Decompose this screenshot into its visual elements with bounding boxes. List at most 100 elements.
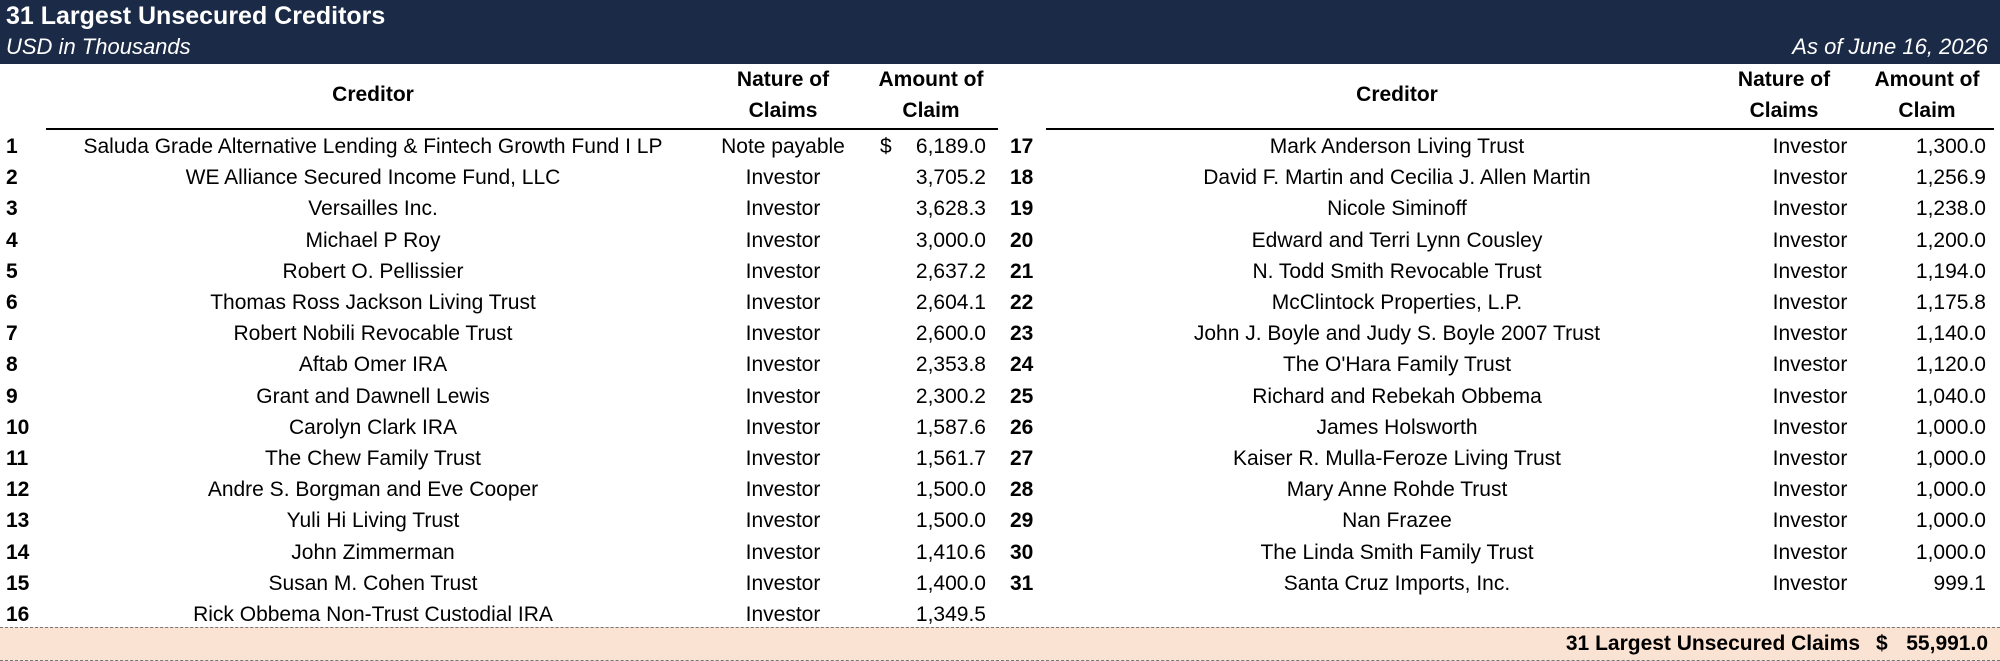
claim-nature: Investor <box>745 447 821 470</box>
title-bar: 31 Largest Unsecured Creditors USD in Th… <box>0 0 2000 64</box>
table-row: 23 John J. Boyle and Judy S. Boyle 2007 T… <box>0 318 2000 349</box>
claim-amount: 1,300.0 <box>1915 135 1986 158</box>
creditor-name: David F. Martin and Cecilia J. Allen Mar… <box>1203 166 1591 190</box>
right-nature-header-2: Claims <box>1749 99 1819 122</box>
claim-nature: Investor <box>745 166 821 190</box>
creditor-name: Thomas Ross Jackson Living Trust <box>210 291 536 314</box>
claim-nature: Investor <box>1772 228 1848 252</box>
creditor-name: Santa Cruz Imports, Inc. <box>1283 571 1511 595</box>
claim-nature: Investor <box>1772 353 1848 377</box>
row-number: 13 <box>6 509 30 533</box>
table-row: 30 The Linda Smith Family Trust Investor 1,… <box>0 537 2000 568</box>
claim-nature: Investor <box>745 228 821 252</box>
claim-amount: 1,349.5 <box>915 603 986 626</box>
creditor-name: Susan M. Cohen Trust <box>268 571 478 595</box>
total-row: 31 Largest Unsecured Claims $ 55,991.0 <box>0 627 2000 661</box>
claim-amount: 999.1 <box>1933 571 1986 595</box>
row-number: 14 <box>6 540 30 564</box>
creditor-name: Nicole Siminoff <box>1327 197 1467 221</box>
table-row: 11 The Chew Family Trust Investor 1,561.7 <box>0 443 2000 474</box>
claim-amount: 2,637.2 <box>915 259 986 283</box>
claim-nature: Investor <box>1772 322 1848 346</box>
row-number: 4 <box>6 228 18 252</box>
creditor-name: Nan Frazee <box>1342 509 1452 533</box>
row-number: 17 <box>1010 135 1034 158</box>
claim-nature: Investor <box>1772 166 1848 190</box>
table-row: 24 The O'Hara Family Trust Investor 1,120.0 <box>0 349 2000 380</box>
table-row: 20 Edward and Terri Lynn Cousley Investor 1… <box>0 225 2000 256</box>
claim-amount: 1,000.0 <box>1915 540 1986 564</box>
claim-amount: 1,175.8 <box>1915 291 1986 314</box>
total-currency: $ <box>1876 632 1888 655</box>
row-number: 24 <box>1010 353 1034 377</box>
claim-amount: 1,400.0 <box>915 571 986 595</box>
claim-nature: Investor <box>745 415 821 439</box>
row-number: 11 <box>6 447 29 470</box>
table-row: 7 Robert Nobili Revocable Trust Investor 2,… <box>0 318 2000 349</box>
row-number: 27 <box>1010 447 1034 470</box>
row-number: 8 <box>6 353 18 377</box>
table-row: 16 Rick Obbema Non-Trust Custodial IRA Inv… <box>0 599 2000 630</box>
row-number: 30 <box>1010 540 1034 564</box>
table-row: 22 McClintock Properties, L.P. Investor 1,1… <box>0 287 2000 318</box>
claim-amount: 1,587.6 <box>915 415 986 439</box>
table-row: 17 Mark Anderson Living Trust Investor 1,30… <box>0 131 2000 162</box>
creditor-name: Carolyn Clark IRA <box>288 415 458 439</box>
creditor-name: Richard and Rebekah Obbema <box>1252 384 1542 408</box>
left-nature-header-1: Nature of <box>736 68 830 91</box>
claim-nature: Investor <box>1772 447 1848 470</box>
creditor-name: McClintock Properties, L.P. <box>1271 291 1523 314</box>
row-number: 9 <box>6 384 18 408</box>
table-row: 15 Susan M. Cohen Trust Investor 1,400.0 <box>0 568 2000 599</box>
claim-nature: Investor <box>745 353 821 377</box>
row-number: 21 <box>1010 259 1034 283</box>
creditor-name: Kaiser R. Mulla-Feroze Living Trust <box>1233 447 1561 470</box>
table-row: 14 John Zimmerman Investor 1,410.6 <box>0 537 2000 568</box>
claim-nature: Investor <box>745 259 821 283</box>
creditor-name: N. Todd Smith Revocable Trust <box>1252 259 1542 283</box>
left-nature-header-2: Claims <box>748 99 818 122</box>
creditor-name: James Holsworth <box>1316 415 1478 439</box>
left-creditor-header: Creditor <box>332 83 414 106</box>
right-header-rule <box>1046 128 1994 130</box>
claim-nature: Investor <box>745 322 821 346</box>
creditor-name: Robert O. Pellissier <box>282 259 464 283</box>
creditor-name: Saluda Grade Alternative Lending & Finte… <box>83 135 663 158</box>
table-row: 9 Grant and Dawnell Lewis Investor 2,300.2 <box>0 381 2000 412</box>
row-number: 6 <box>6 291 18 314</box>
total-amount: 55,991.0 <box>1906 632 1988 655</box>
creditor-name: The Linda Smith Family Trust <box>1260 540 1534 564</box>
creditor-name: John Zimmerman <box>291 540 455 564</box>
claim-amount: 1,561.7 <box>915 447 986 470</box>
table-row: 6 Thomas Ross Jackson Living Trust Investo… <box>0 287 2000 318</box>
total-label: 31 Largest Unsecured Claims <box>1565 632 1860 655</box>
table-row: 25 Richard and Rebekah Obbema Investor 1,04… <box>0 381 2000 412</box>
claim-amount: 1,040.0 <box>1915 384 1986 408</box>
claim-amount: 1,000.0 <box>1915 509 1986 533</box>
claim-amount: 1,500.0 <box>915 478 986 502</box>
claim-amount: 1,000.0 <box>1915 447 1986 470</box>
creditor-name: The Chew Family Trust <box>265 447 481 470</box>
claim-amount: 1,140.0 <box>1915 322 1986 346</box>
claim-amount: 1,500.0 <box>915 509 986 533</box>
claim-nature: Investor <box>1772 135 1848 158</box>
creditor-name: Mark Anderson Living Trust <box>1269 135 1525 158</box>
table-row: 29 Nan Frazee Investor 1,000.0 <box>0 505 2000 536</box>
creditor-name: WE Alliance Secured Income Fund, LLC <box>185 166 561 190</box>
row-number: 16 <box>6 603 30 626</box>
creditor-name: Aftab Omer IRA <box>298 353 448 377</box>
claim-amount: 3,628.3 <box>915 197 986 221</box>
creditor-name: Michael P Roy <box>305 228 441 252</box>
row-number: 7 <box>6 322 18 346</box>
creditor-name: Rick Obbema Non-Trust Custodial IRA <box>193 603 553 626</box>
claim-nature: Investor <box>745 509 821 533</box>
table-row: 31 Santa Cruz Imports, Inc. Investor 999.1 <box>0 568 2000 599</box>
claim-nature: Investor <box>745 540 821 564</box>
table-row: 12 Andre S. Borgman and Eve Cooper Investo… <box>0 474 2000 505</box>
table-row: 21 N. Todd Smith Revocable Trust Investor 1… <box>0 256 2000 287</box>
claim-nature: Investor <box>1772 197 1848 221</box>
creditor-name: John J. Boyle and Judy S. Boyle 2007 Tru… <box>1193 322 1601 346</box>
claim-nature: Investor <box>1772 478 1848 502</box>
left-header-rule <box>46 128 998 130</box>
